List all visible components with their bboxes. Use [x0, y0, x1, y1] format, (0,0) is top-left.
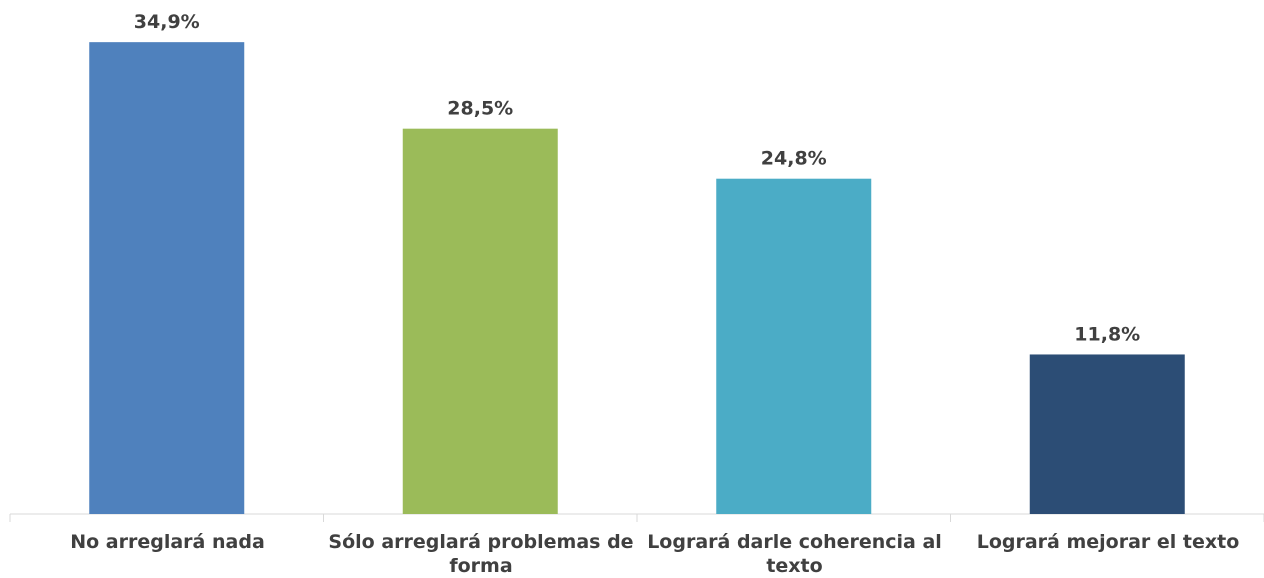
value-label: 34,9%	[134, 11, 200, 33]
value-label: 28,5%	[447, 98, 513, 120]
value-label: 24,8%	[761, 148, 827, 170]
x-tick-label: Sólo arreglará problemas de forma	[328, 531, 634, 577]
bar	[1029, 354, 1185, 514]
bar	[716, 178, 872, 515]
bar	[402, 128, 558, 514]
x-tick-label: Logrará darle coherencia al texto	[647, 531, 942, 577]
bar	[89, 42, 245, 514]
value-label: 11,8%	[1074, 323, 1140, 345]
x-tick-label: No arreglará nada	[70, 531, 265, 553]
x-tick-label: Logrará mejorar el texto	[976, 531, 1240, 553]
